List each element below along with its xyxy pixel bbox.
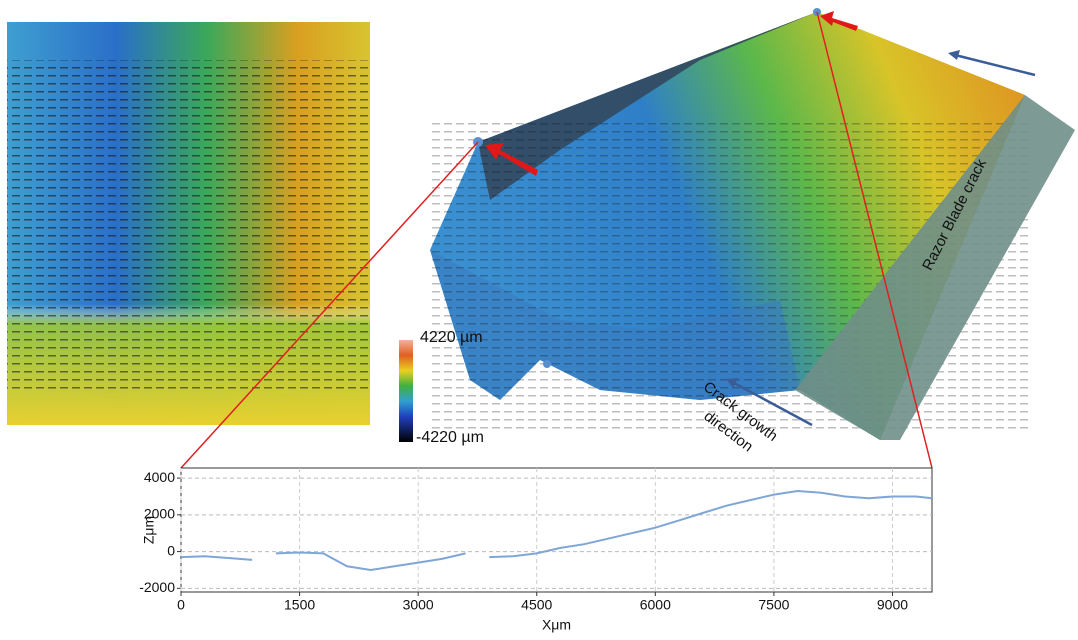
y-axis-label: Zμm (141, 516, 157, 544)
x-tick-label: 4500 (521, 597, 552, 613)
colorbar-max: 4220 µm (420, 329, 483, 346)
x-tick-label: 9000 (877, 597, 908, 613)
plot-area (181, 468, 932, 592)
colorbar-min: -4220 µm (416, 429, 484, 446)
x-tick-label: 3000 (403, 597, 434, 613)
y-tick-label: 0 (167, 542, 175, 558)
x-tick-label: 6000 (640, 597, 671, 613)
x-tick-label: 0 (177, 597, 185, 613)
figure: Razor Blade crack Crack growth direction… (0, 0, 1078, 635)
blue-arrow-head (948, 50, 960, 60)
y-tick-label: -2000 (139, 579, 175, 595)
y-tick-label: 4000 (144, 469, 175, 485)
colorbar (399, 340, 413, 442)
x-tick-label: 1500 (284, 597, 315, 613)
x-tick-label: 7500 (758, 597, 789, 613)
surface-texture (7, 60, 370, 390)
x-axis-label: Xμm (542, 617, 571, 633)
marker (543, 360, 551, 368)
